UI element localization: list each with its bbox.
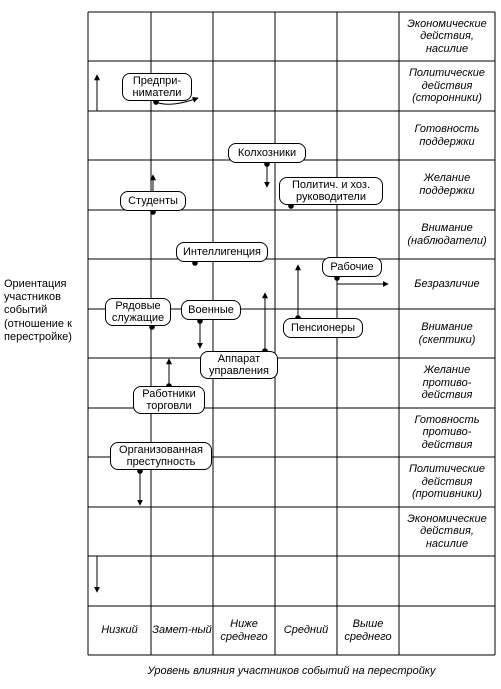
node-apparatus: Аппарат управления	[200, 351, 278, 379]
row-label: Внимание (скептики)	[399, 309, 495, 358]
node-students: Студенты	[120, 191, 186, 211]
row-label-text: Готовность поддержки	[399, 123, 495, 148]
row-label: Безразличие	[399, 259, 495, 309]
node-label: Предпри-ниматели	[127, 75, 187, 99]
col-label-text: Выше среднего	[337, 618, 399, 643]
node-label: Студенты	[128, 195, 178, 207]
row-label: Внимание (наблюдатели)	[399, 210, 495, 259]
row-label-text: Безразличие	[414, 278, 479, 291]
node-kolkhoz: Колхозники	[228, 143, 306, 163]
node-polit_econ_leaders: Политич. и хоз. руководители	[279, 177, 383, 205]
x-axis-caption: Уровень влияния участников событий на пе…	[88, 665, 495, 677]
row-label: Экономические действия, насилие	[399, 507, 495, 556]
row-label-text: Экономические действия, насилие	[399, 513, 495, 551]
node-intelligentsia: Интеллигенция	[176, 242, 268, 262]
node-label: Военные	[188, 304, 234, 316]
col-label: Низкий	[88, 606, 151, 655]
col-label-text: Замет-ный	[152, 624, 212, 637]
row-label-text: Желание противо-действия	[399, 364, 495, 402]
row-label: Политические действия (противники)	[399, 457, 495, 507]
col-label-text: Средний	[284, 624, 328, 637]
node-label: Аппарат управления	[205, 353, 273, 377]
row-label-text: Политические действия (сторонники)	[399, 67, 495, 105]
node-label: Рядовые служащие	[110, 300, 166, 324]
row-label: Желание поддержки	[399, 160, 495, 210]
node-label: Политич. и хоз. руководители	[284, 179, 378, 203]
node-org_crime: Организованная преступность	[110, 442, 212, 470]
node-label: Рабочие	[330, 261, 373, 273]
node-rank_file: Рядовые служащие	[105, 298, 171, 326]
node-label: Колхозники	[238, 147, 296, 159]
node-trade_workers: Работники торговли	[133, 386, 205, 414]
row-label: Готовность противо-действия	[399, 408, 495, 457]
node-label: Интеллигенция	[183, 246, 261, 258]
row-label: Экономические действия, насилие	[399, 12, 495, 61]
row-label: Политические действия (сторонники)	[399, 61, 495, 111]
col-label: Ниже среднего	[213, 606, 275, 655]
col-label: Выше среднего	[337, 606, 399, 655]
col-label: Средний	[275, 606, 337, 655]
row-label-text: Желание поддержки	[399, 172, 495, 197]
row-label-text: Экономические действия, насилие	[399, 18, 495, 56]
row-label: Желание противо-действия	[399, 358, 495, 408]
node-workers: Рабочие	[322, 257, 382, 277]
node-label: Работники торговли	[138, 388, 200, 412]
col-label-text: Низкий	[101, 624, 138, 637]
row-label-text: Внимание (скептики)	[399, 321, 495, 346]
col-label-text: Ниже среднего	[213, 618, 275, 643]
node-pensioners: Пенсионеры	[283, 318, 363, 338]
diagram-stage: Ориентация участников событий (отношение…	[0, 0, 501, 689]
col-label: Замет-ный	[151, 606, 213, 655]
node-entrepreneurs: Предпри-ниматели	[122, 73, 192, 101]
node-label: Организованная преступность	[115, 444, 207, 468]
row-label-text: Внимание (наблюдатели)	[399, 222, 495, 247]
row-label: Готовность поддержки	[399, 111, 495, 160]
node-label: Пенсионеры	[291, 322, 355, 334]
y-axis-label-text: Ориентация участников событий (отношение…	[4, 278, 72, 343]
y-axis-label: Ориентация участников событий (отношение…	[4, 278, 84, 344]
row-label-text: Готовность противо-действия	[399, 414, 495, 452]
row-label-text: Политические действия (противники)	[399, 463, 495, 501]
node-military: Военные	[181, 300, 241, 320]
x-axis-caption-text: Уровень влияния участников событий на пе…	[147, 665, 435, 677]
